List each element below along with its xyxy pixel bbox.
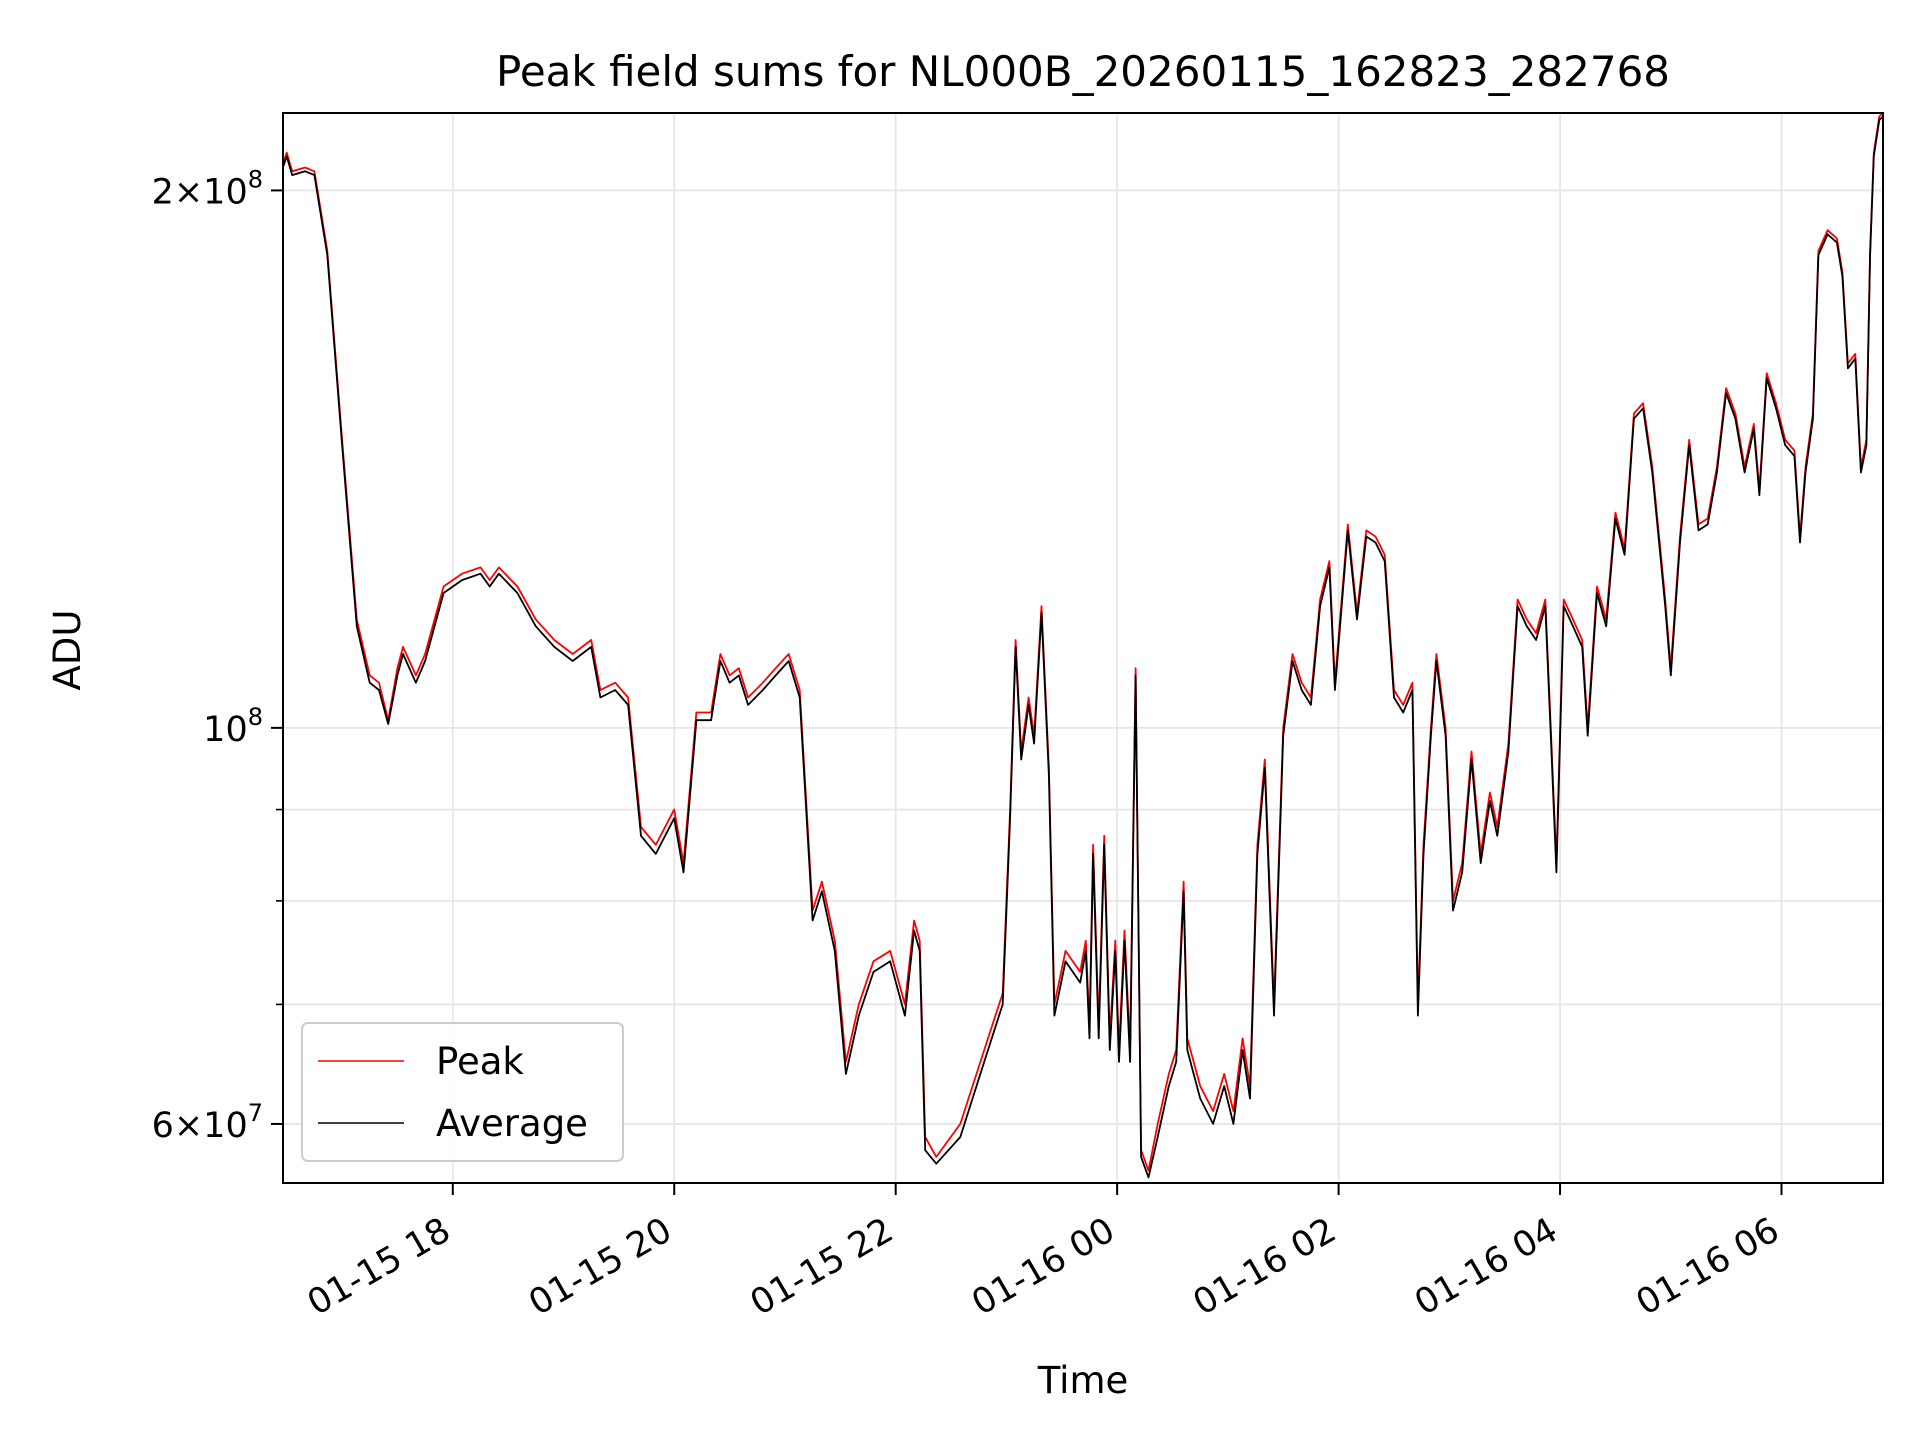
y-axis: 6×107 108 2×108 <box>152 165 283 1146</box>
x-axis-label: Time <box>1037 1359 1129 1402</box>
legend-box <box>301 1022 624 1162</box>
plot-frame <box>282 112 1884 1184</box>
y-tick-label: 6×107 <box>152 1099 263 1146</box>
legend: Peak Average <box>301 1022 624 1162</box>
series-line-average <box>282 115 1884 1179</box>
legend-label-average: Average <box>436 1102 588 1145</box>
y-axis-label: ADU <box>46 610 89 691</box>
y-tick-label: 108 <box>203 703 263 750</box>
y-tick-label: 2×108 <box>152 165 263 212</box>
legend-label-peak: Peak <box>436 1040 524 1083</box>
chart-title: Peak field sums for NL000B_20260115_1628… <box>496 47 1670 96</box>
series-lines <box>282 112 1884 1179</box>
